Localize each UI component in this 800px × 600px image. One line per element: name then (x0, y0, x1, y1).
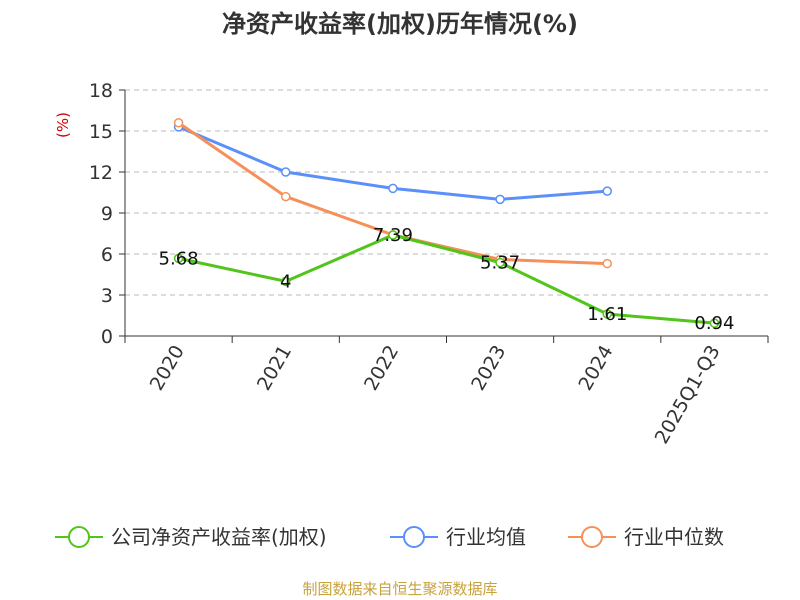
y-tick-label: 15 (89, 121, 113, 143)
x-tick-label: 2024 (574, 342, 617, 395)
data-point[interactable] (388, 230, 398, 240)
data-point[interactable] (281, 276, 291, 287)
source-note: 制图数据来自恒生聚源数据库 (302, 580, 497, 598)
data-label: 4 (280, 271, 291, 292)
series-line (178, 233, 715, 325)
legend-marker-icon (403, 526, 425, 548)
data-point[interactable] (388, 183, 398, 194)
series-layer (173, 118, 720, 328)
chart-title: 净资产收益率(加权)历年情况(%) (222, 10, 578, 38)
legend-item[interactable]: 行业中位数 (568, 525, 724, 549)
data-point[interactable] (173, 253, 184, 264)
x-tick-label: 2022 (360, 342, 403, 395)
data-labels: 5.68 4 7.39 5.37 1.61 0.94 (159, 225, 735, 334)
data-label: 5.68 (159, 248, 199, 269)
legend-marker-icon (68, 526, 90, 548)
y-tick-label: 0 (101, 326, 113, 348)
y-tick-label: 6 (101, 244, 113, 266)
legend-label: 公司净资产收益率(加权) (111, 525, 327, 549)
y-tick-label: 12 (89, 162, 113, 184)
legend-label: 行业均值 (446, 525, 526, 549)
data-point[interactable] (495, 194, 505, 205)
data-label: 5.37 (480, 253, 520, 274)
data-point[interactable] (281, 191, 291, 202)
data-point[interactable] (602, 258, 612, 269)
legend-item[interactable]: 行业均值 (390, 525, 526, 549)
data-point[interactable] (602, 309, 612, 319)
gridlines (125, 89, 768, 296)
x-tick-label: 2020 (146, 342, 189, 395)
data-point[interactable] (709, 318, 720, 328)
y-axis-label: (%) (54, 112, 72, 138)
legend-item[interactable]: 公司净资产收益率(加权) (55, 525, 327, 549)
y-tick-label: 3 (101, 285, 113, 307)
y-tick-label: 9 (101, 203, 113, 225)
legend-label: 行业中位数 (624, 525, 724, 549)
x-tick-label: 2023 (467, 342, 510, 395)
x-tick-label: 2021 (253, 342, 296, 395)
data-label: 7.39 (373, 225, 413, 246)
data-point[interactable] (495, 257, 505, 268)
data-point[interactable] (173, 118, 184, 128)
data-label: 0.94 (694, 313, 734, 334)
y-tick-label: 18 (89, 80, 113, 102)
data-point[interactable] (602, 186, 612, 196)
legend[interactable]: 公司净资产收益率(加权) 行业均值 行业中位数 (55, 525, 724, 549)
legend-marker-icon (581, 526, 603, 548)
x-tick-label: 2025Q1-Q3 (651, 342, 725, 448)
data-label: 1.61 (587, 304, 627, 325)
data-point[interactable] (281, 167, 291, 177)
